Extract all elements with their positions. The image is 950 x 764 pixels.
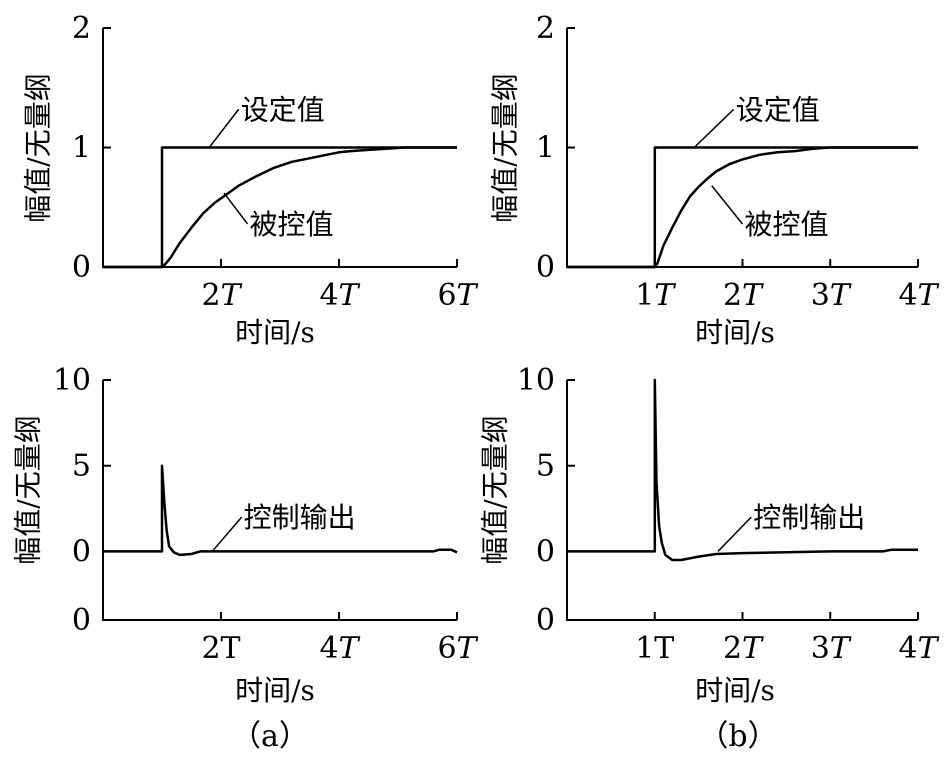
x-tick-label: 4T bbox=[319, 278, 360, 313]
y-tick-label: 2 bbox=[72, 11, 91, 46]
y-tick-label: 1 bbox=[72, 131, 91, 166]
annotation-label: 控制输出 bbox=[244, 501, 356, 534]
x-tick-number: 4 bbox=[898, 278, 917, 313]
x-tick-number: 6 bbox=[437, 278, 456, 313]
annotation-leader bbox=[711, 185, 744, 225]
x-axis-label: 时间/s bbox=[695, 316, 775, 349]
x-tick-unit: T bbox=[830, 631, 852, 666]
y-axis-label: 幅值/无量纲 bbox=[22, 73, 55, 222]
axis-frame bbox=[102, 380, 457, 621]
x-tick-number: 1 bbox=[635, 278, 654, 313]
x-axis-label: 时间/s bbox=[695, 674, 775, 707]
x-tick-label: 2T bbox=[723, 631, 764, 666]
x-axis-label: 时间/s bbox=[235, 316, 315, 349]
series-line-output bbox=[103, 464, 458, 557]
y-tick-label: 5 bbox=[72, 449, 91, 484]
x-tick-unit: T bbox=[221, 278, 243, 313]
x-tick-label: 2T bbox=[201, 631, 240, 666]
panel-b-caption: （b） bbox=[698, 719, 777, 754]
annotation-leader bbox=[211, 516, 243, 552]
annotation-label: 控制输出 bbox=[753, 501, 865, 534]
y-tick-label: 2 bbox=[536, 11, 555, 46]
x-tick-unit: T bbox=[918, 631, 940, 666]
x-tick-number: 4 bbox=[319, 631, 338, 666]
axis-frame bbox=[566, 380, 918, 621]
x-tick-label: 2T bbox=[201, 278, 242, 313]
x-tick-label: 1T bbox=[635, 631, 674, 666]
x-tick-label: 3T bbox=[811, 278, 852, 313]
x-tick-unit: T bbox=[830, 278, 852, 313]
y-tick-label: 1 bbox=[536, 131, 555, 166]
series-line-output bbox=[567, 378, 918, 562]
y-tick-label: 0 bbox=[536, 250, 555, 285]
x-tick-number: 3 bbox=[811, 278, 830, 313]
x-tick-number: 2 bbox=[201, 278, 220, 313]
x-tick-unit: T bbox=[918, 278, 940, 313]
y-axis-label: 幅值/无量纲 bbox=[489, 73, 522, 222]
x-tick-label: 2T bbox=[723, 278, 764, 313]
annotation-label: 被控值 bbox=[250, 208, 334, 241]
x-tick-unit: T bbox=[457, 278, 479, 313]
x-tick-number: 2 bbox=[723, 631, 742, 666]
y-tick-label: 10 bbox=[53, 363, 91, 398]
y-axis-label: 幅值/无量纲 bbox=[479, 415, 512, 564]
x-tick-unit: T bbox=[654, 278, 676, 313]
x-tick-label: 3T bbox=[811, 631, 852, 666]
x-axis-label: 时间/s bbox=[235, 674, 315, 707]
annotation-leader bbox=[223, 192, 249, 225]
y-tick-label: 0 bbox=[536, 534, 555, 569]
y-tick-label: 0 bbox=[72, 534, 91, 569]
annotation-leader bbox=[693, 108, 735, 149]
y-axis-label: 幅值/无量纲 bbox=[12, 415, 45, 564]
y-tick-label: 0 bbox=[536, 603, 555, 638]
x-tick-unit: T bbox=[457, 631, 479, 666]
x-tick-label: 4T bbox=[898, 278, 939, 313]
x-tick-unit: T bbox=[654, 631, 674, 666]
x-tick-number: 6 bbox=[437, 631, 456, 666]
annotation-leader bbox=[717, 516, 752, 552]
x-tick-label: 6T bbox=[437, 278, 478, 313]
x-tick-unit: T bbox=[221, 631, 241, 666]
x-tick-number: 1 bbox=[635, 631, 654, 666]
x-tick-number: 4 bbox=[898, 631, 917, 666]
x-tick-unit: T bbox=[742, 631, 764, 666]
x-tick-label: 4T bbox=[898, 631, 939, 666]
y-tick-label: 10 bbox=[517, 363, 555, 398]
series-line-controlled bbox=[103, 146, 457, 269]
x-tick-number: 4 bbox=[319, 278, 338, 313]
x-tick-label: 4T bbox=[319, 631, 360, 666]
x-tick-label: 1T bbox=[635, 278, 676, 313]
x-tick-label: 6T bbox=[437, 631, 478, 666]
annotation-label: 设定值 bbox=[736, 93, 820, 126]
annotation-label: 被控值 bbox=[745, 208, 829, 241]
series-line-controlled bbox=[567, 146, 918, 269]
x-tick-number: 2 bbox=[723, 278, 742, 313]
annotation-label: 设定值 bbox=[241, 93, 325, 126]
series-line-setpoint bbox=[567, 146, 918, 269]
y-tick-label: 5 bbox=[536, 449, 555, 484]
x-tick-unit: T bbox=[339, 278, 361, 313]
x-tick-unit: T bbox=[339, 631, 361, 666]
annotation-leader bbox=[208, 108, 240, 148]
x-tick-number: 3 bbox=[811, 631, 830, 666]
y-tick-label: 0 bbox=[72, 603, 91, 638]
x-tick-unit: T bbox=[742, 278, 764, 313]
x-tick-number: 2 bbox=[201, 631, 220, 666]
y-tick-label: 0 bbox=[72, 250, 91, 285]
panel-a-caption: （a） bbox=[231, 719, 309, 754]
